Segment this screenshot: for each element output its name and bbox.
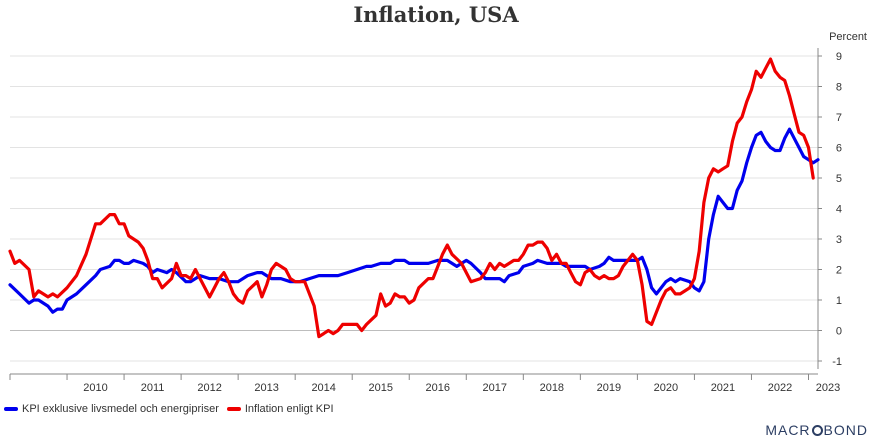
x-tick-label: 2019 (597, 382, 621, 394)
y-tick-label: 5 (836, 173, 842, 185)
series-line-0 (8, 127, 820, 314)
series-lines (8, 57, 820, 339)
chart-title: Inflation, USA (353, 2, 519, 27)
legend-swatch-red (226, 407, 241, 411)
y-tick-label: 3 (836, 234, 842, 246)
line-chart: -1 0 1 2 3 4 5 6 7 8 9 2010 2011 2012 2013 2014 2015 2016… (8, 48, 842, 394)
x-tick-label: 2018 (540, 382, 564, 394)
x-tick-label: 2020 (654, 382, 678, 394)
y-tick-label: 6 (836, 143, 842, 155)
x-tick-label: 2010 (83, 382, 107, 394)
x-tick-label: 2017 (483, 382, 507, 394)
legend-item-cpi: Inflation enligt KPI (226, 403, 334, 415)
legend-item-core-cpi: KPI exklusive livsmedel och energipriser (4, 403, 219, 415)
y-tick-label: 1 (836, 295, 842, 307)
x-tick-label: 2022 (768, 382, 792, 394)
logo-circle-icon (811, 425, 823, 436)
x-tick-label: 2014 (311, 382, 335, 394)
macrobond-logo: MACR BOND (765, 422, 868, 438)
legend-label: Inflation enligt KPI (244, 403, 334, 415)
y-tick-label: -1 (832, 356, 842, 368)
x-tick-label: 2023 (816, 382, 840, 394)
series-line-1 (8, 57, 815, 339)
y-tick-label: 0 (836, 326, 842, 338)
y-tick-label: 2 (836, 265, 842, 277)
y-tick-label: 9 (836, 51, 842, 63)
x-tick-label: 2013 (254, 382, 278, 394)
legend-label: KPI exklusive livsmedel och energipriser (22, 403, 219, 415)
y-tick-label: 4 (836, 204, 842, 216)
y-axis-label: Percent (829, 31, 867, 43)
grid-lines (10, 55, 818, 362)
x-tick-label: 2021 (711, 382, 735, 394)
x-tick-label: 2011 (141, 382, 165, 394)
x-tick-label: 2015 (368, 382, 392, 394)
axes: -1 0 1 2 3 4 5 6 7 8 9 2010 2011 2012 2013 2014 2015 2016… (9, 48, 842, 394)
legend-swatch-blue (4, 407, 18, 411)
y-tick-label: 8 (836, 82, 842, 94)
x-tick-label: 2016 (426, 382, 450, 394)
legend: KPI exklusive livsmedel och energipriser… (4, 403, 342, 415)
y-tick-label: 7 (836, 112, 842, 124)
x-tick-label: 2012 (197, 382, 221, 394)
